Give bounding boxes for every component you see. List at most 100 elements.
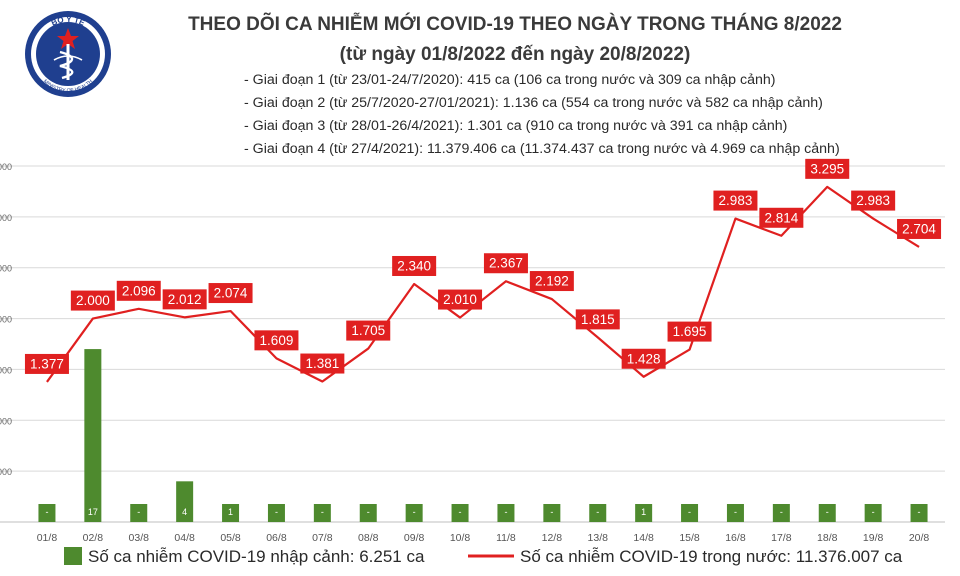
bar-label-09/8: -	[413, 507, 416, 517]
line-label-text: 2.704	[902, 221, 936, 236]
bar-13/8	[589, 504, 607, 522]
line-label-text: 2.010	[443, 292, 477, 307]
line-label-box	[392, 255, 437, 276]
line-label-18/8: 3.295	[805, 158, 850, 179]
bar-18/8	[818, 504, 836, 522]
line-label-04/8: 2.012	[162, 289, 207, 310]
bar-label-01/8: -	[45, 507, 48, 517]
x-label-12/8: 12/8	[542, 532, 563, 544]
legend-bar-label: Số ca nhiễm COVID-19 nhập cảnh: 6.251 ca	[88, 547, 425, 566]
note-phase-2: - Giai đoạn 2 (từ 25/7/2020-27/01/2021):…	[244, 95, 823, 111]
line-label-16/8: 2.983	[713, 190, 758, 211]
line-label-text: 1.705	[351, 323, 385, 338]
bar-17/8	[772, 504, 790, 522]
line-label-box	[897, 218, 942, 239]
bar-06/8	[267, 504, 285, 522]
line-label-box	[116, 280, 161, 301]
x-label-16/8: 16/8	[725, 532, 746, 544]
bar-02/8	[84, 349, 102, 522]
bar-20/8	[910, 504, 928, 522]
x-label-20/8: 20/8	[909, 532, 930, 544]
bar-label-04/8: 4	[182, 507, 187, 517]
line-label-text: 2.192	[535, 274, 569, 289]
line-label-box	[162, 289, 207, 310]
bar-16/8	[726, 504, 744, 522]
line-label-text: 2.000	[76, 293, 110, 308]
line-label-text: 3.295	[810, 161, 844, 176]
line-label-box	[254, 330, 299, 351]
bar-label-12/8: -	[550, 507, 553, 517]
line-label-text: 1.377	[30, 356, 64, 371]
line-label-03/8: 2.096	[116, 280, 161, 301]
line-label-box	[667, 321, 712, 342]
x-label-19/8: 19/8	[863, 532, 884, 544]
left-axis-ticks: 000 000 000 000 000 000 000	[0, 162, 12, 477]
line-label-text: 1.695	[673, 324, 707, 339]
chart-subtitle: (từ ngày 01/8/2022 đến ngày 20/8/2022)	[339, 44, 691, 65]
note-phase-4: - Giai đoạn 4 (từ 27/4/2021): 11.379.406…	[244, 141, 840, 157]
left-tick-label: 000	[0, 467, 12, 477]
line-labels: 1.377 2.000 2.096 2.012 2.074 1.609 1.381 1.705…	[24, 158, 942, 374]
line-label-text: 1.428	[627, 351, 661, 366]
bar-14/8	[635, 504, 653, 522]
left-tick-label: 000	[0, 264, 12, 274]
line-label-text: 2.814	[764, 210, 798, 225]
bar-label-20/8: -	[918, 507, 921, 517]
line-label-box	[300, 353, 345, 374]
line-label-08/8: 1.705	[346, 320, 391, 341]
x-label-09/8: 09/8	[404, 532, 425, 544]
x-label-13/8: 13/8	[588, 532, 609, 544]
line-label-box	[483, 253, 528, 274]
line-label-text: 2.367	[489, 256, 523, 271]
bar-05/8	[222, 504, 240, 522]
bar-label-13/8: -	[596, 507, 599, 517]
x-label-14/8: 14/8	[633, 532, 654, 544]
note-phase-3: - Giai đoạn 3 (từ 28/01-26/4/2021): 1.30…	[244, 118, 788, 134]
line-label-box	[346, 320, 391, 341]
bar-09/8	[405, 504, 423, 522]
logo-text: BỘ Y TẾ	[50, 15, 87, 28]
line-label-11/8: 2.367	[483, 253, 528, 274]
bar-12/8	[543, 504, 561, 522]
line-label-09/8: 2.340	[392, 255, 437, 276]
bar-label-18/8: -	[826, 507, 829, 517]
ministry-of-health-logo: BỘ Y TẾ MINISTRY OF HEALTH	[25, 11, 111, 97]
line-label-02/8: 2.000	[70, 290, 115, 311]
bar-label-14/8: 1	[641, 507, 646, 517]
line-label-text: 2.983	[856, 193, 890, 208]
bar-label-03/8: -	[137, 507, 140, 517]
line-label-box	[759, 207, 804, 228]
bar-label-11/8: -	[504, 507, 507, 517]
line-label-box	[70, 290, 115, 311]
line-label-box	[851, 190, 896, 211]
bar-label-05/8: 1	[228, 507, 233, 517]
left-tick-label: 000	[0, 315, 12, 325]
x-label-02/8: 02/8	[83, 532, 104, 544]
line-label-06/8: 1.609	[254, 330, 299, 351]
line-label-15/8: 1.695	[667, 321, 712, 342]
x-label-15/8: 15/8	[679, 532, 700, 544]
line-label-text: 2.983	[719, 193, 753, 208]
line-label-20/8: 2.704	[897, 218, 942, 239]
bar-label-19/8: -	[872, 507, 875, 517]
domestic-cases-line	[46, 185, 920, 383]
line-label-box	[24, 353, 69, 374]
bar-03/8	[130, 504, 148, 522]
line-label-text: 1.381	[305, 356, 339, 371]
bar-label-16/8: -	[734, 507, 737, 517]
legend-line-label: Số ca nhiễm COVID-19 trong nước: 11.376.…	[520, 547, 903, 566]
chart-title: THEO DÕI CA NHIỄM MỚI COVID-19 THEO NGÀY…	[188, 14, 842, 35]
x-label-04/8: 04/8	[174, 532, 195, 544]
line-label-05/8: 2.074	[208, 283, 253, 304]
bar-label-10/8: -	[459, 507, 462, 517]
left-tick-label: 000	[0, 213, 12, 223]
bar-08/8	[359, 504, 377, 522]
bar-label-17/8: -	[780, 507, 783, 517]
bar-04/8	[176, 481, 194, 522]
line-label-text: 2.340	[397, 258, 431, 273]
line-label-text: 2.074	[214, 286, 248, 301]
line-label-01/8: 1.377	[24, 353, 69, 374]
left-tick-label: 000	[0, 162, 12, 172]
